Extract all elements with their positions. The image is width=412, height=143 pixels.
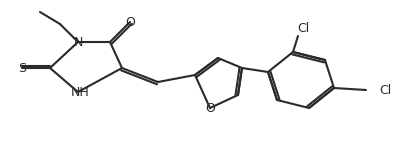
Text: NH: NH (70, 86, 89, 99)
Text: N: N (73, 35, 83, 48)
Text: Cl: Cl (379, 84, 391, 97)
Text: O: O (205, 102, 215, 115)
Text: O: O (125, 15, 135, 28)
Text: Cl: Cl (297, 21, 309, 34)
Text: S: S (18, 61, 26, 75)
